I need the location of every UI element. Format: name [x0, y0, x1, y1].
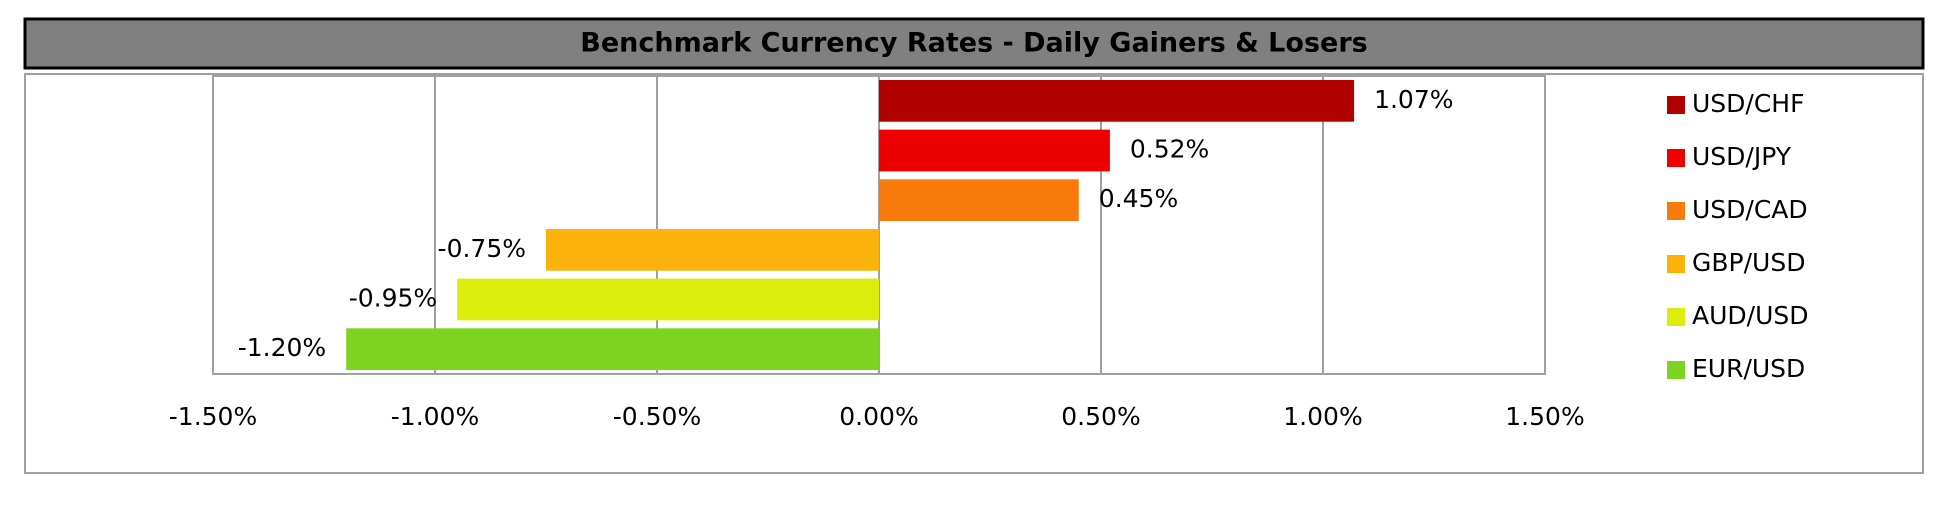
- legend-swatch: [1667, 361, 1685, 379]
- legend-label: GBP/USD: [1692, 248, 1805, 277]
- legend-swatch: [1667, 202, 1685, 220]
- x-tick-label: 0.00%: [839, 402, 918, 431]
- title-bar: [23, 17, 1925, 70]
- bar: [879, 179, 1079, 222]
- data-label: 1.07%: [1374, 85, 1453, 114]
- legend-swatch: [1667, 308, 1685, 326]
- legend-swatch: [1667, 255, 1685, 273]
- data-label: -1.20%: [238, 333, 326, 362]
- bar: [879, 79, 1355, 122]
- bar: [546, 228, 879, 271]
- x-tick-label: -0.50%: [613, 402, 701, 431]
- chart-title: Benchmark Currency Rates - Daily Gainers…: [580, 28, 1367, 59]
- plot-border: [212, 75, 1546, 375]
- bar: [346, 328, 879, 371]
- x-tick-label: 0.50%: [1061, 402, 1140, 431]
- legend-label: AUD/USD: [1692, 301, 1809, 330]
- x-tick-label: 1.50%: [1505, 402, 1584, 431]
- legend-swatch: [1667, 96, 1685, 114]
- data-label: -0.75%: [438, 234, 526, 263]
- data-label: -0.95%: [349, 284, 437, 313]
- x-tick-label: -1.50%: [169, 402, 257, 431]
- x-tick-label: 1.00%: [1283, 402, 1362, 431]
- x-tick-label: -1.00%: [391, 402, 479, 431]
- bar: [457, 278, 879, 321]
- data-label: 0.52%: [1130, 135, 1209, 164]
- data-label: 0.45%: [1099, 184, 1178, 213]
- legend-swatch: [1667, 149, 1685, 167]
- legend-label: EUR/USD: [1692, 354, 1805, 383]
- legend-label: USD/JPY: [1692, 142, 1792, 171]
- legend-label: USD/CHF: [1692, 89, 1804, 118]
- bar: [879, 129, 1110, 172]
- legend-label: USD/CAD: [1692, 195, 1808, 224]
